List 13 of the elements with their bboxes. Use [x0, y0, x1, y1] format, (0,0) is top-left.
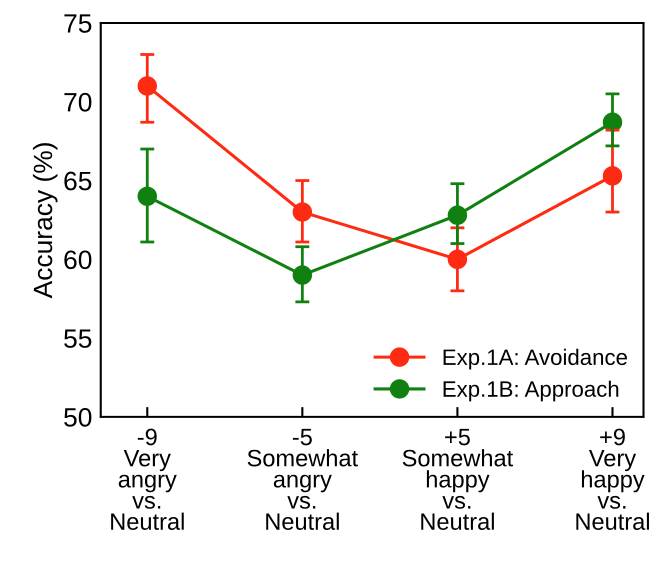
y-tick-label: 75: [64, 14, 92, 33]
y-tick-label: 70: [64, 92, 92, 112]
x-tick-label: -9 Very angry vs. Neutral: [111, 428, 184, 530]
legend-label: Exp.1B: Approach: [444, 380, 618, 402]
x-tick-label: -5 Somewhat angry vs. Neutral: [248, 428, 358, 530]
x-tick-label: +5 Somewhat happy vs. Neutral: [402, 428, 514, 530]
y-tick-label: 65: [64, 172, 92, 190]
y-tick-label: 50: [64, 408, 92, 427]
y-tick-label: 60: [64, 250, 92, 270]
y-tick-label: 55: [64, 330, 92, 348]
y-axis-title: Accuracy (%): [32, 143, 58, 298]
x-tick-label: +9 Very happy vs. Neutral: [576, 428, 649, 530]
legend-label: Exp.1A: Avoidance: [444, 348, 627, 370]
